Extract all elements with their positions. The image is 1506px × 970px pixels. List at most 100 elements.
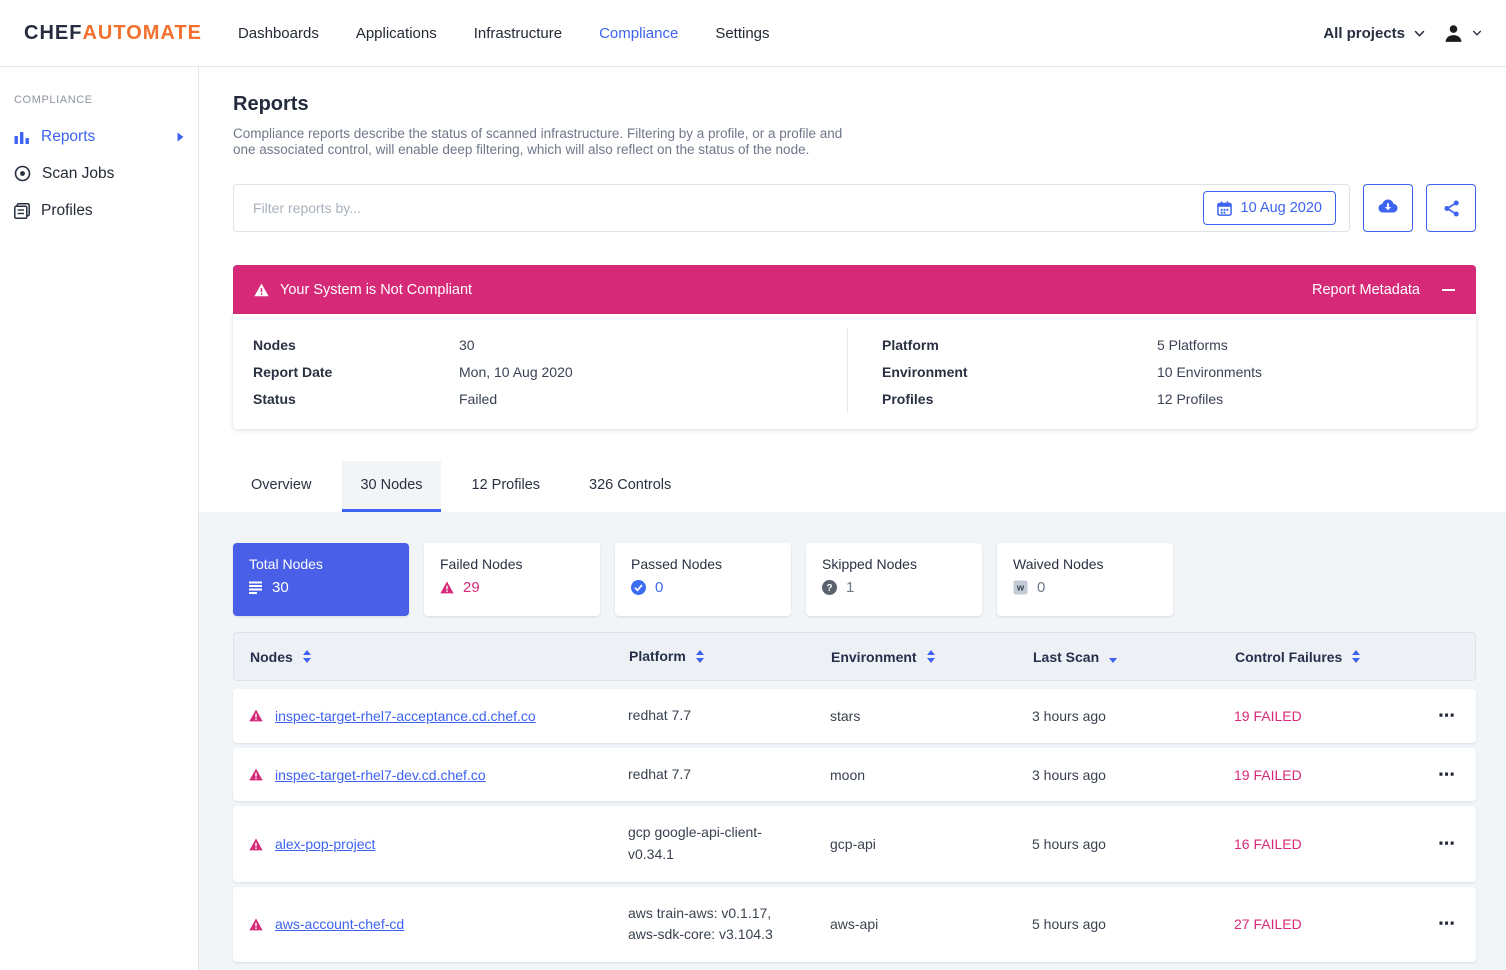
main-content: Reports Compliance reports describe the … xyxy=(199,67,1506,970)
sidebar-item-scan-jobs[interactable]: Scan Jobs xyxy=(0,155,198,192)
nav-infrastructure[interactable]: Infrastructure xyxy=(473,24,563,42)
report-tabs: Overview 30 Nodes 12 Profiles 326 Contro… xyxy=(233,461,1476,512)
environment-cell: gcp-api xyxy=(830,836,876,853)
top-navigation: CHEF AUTOMATE Dashboards Applications In… xyxy=(0,0,1506,67)
table-row: alex-pop-project gcp google-api-client-v… xyxy=(233,806,1476,882)
nodes-table: Nodes Platform Environment Last Scan Con… xyxy=(233,632,1476,963)
metadata-label: Profiles xyxy=(882,390,934,407)
download-report-button[interactable] xyxy=(1363,184,1413,232)
control-failures-cell: 19 FAILED xyxy=(1234,766,1302,783)
expand-arrow-icon[interactable] xyxy=(177,132,184,142)
metadata-row: Nodes 30 xyxy=(253,331,847,358)
control-failures-cell: 16 FAILED xyxy=(1234,836,1302,853)
row-menu-button[interactable]: ⋯ xyxy=(1438,705,1456,725)
card-label: Total Nodes xyxy=(249,556,323,572)
filter-reports-input[interactable] xyxy=(233,184,1350,232)
sort-icon[interactable] xyxy=(1352,650,1361,663)
chef-automate-logo[interactable]: CHEF AUTOMATE xyxy=(24,22,202,45)
warning-triangle-icon xyxy=(249,709,263,722)
column-header-environment: Environment xyxy=(831,648,917,665)
card-value: 0 xyxy=(1037,579,1046,596)
environment-cell: stars xyxy=(830,707,861,724)
metadata-label: Status xyxy=(253,390,296,407)
passed-nodes-card[interactable]: Passed Nodes 0 xyxy=(615,543,791,616)
table-row: inspec-target-rhel7-dev.cd.chef.co redha… xyxy=(233,747,1476,802)
report-metadata-label: Report Metadata xyxy=(1311,281,1420,298)
metadata-column-right: Platform 5 Platforms Environment 10 Envi… xyxy=(848,328,1476,412)
platform-cell: aws train-aws: v0.1.17, aws-sdk-core: v3… xyxy=(628,904,773,943)
card-label: Waived Nodes xyxy=(1013,556,1104,572)
calendar-icon xyxy=(1216,200,1232,216)
tab-profiles[interactable]: 12 Profiles xyxy=(471,477,541,493)
chevron-down-icon xyxy=(1414,30,1425,37)
node-link[interactable]: inspec-target-rhel7-acceptance.cd.chef.c… xyxy=(275,707,536,724)
control-failures-cell: 19 FAILED xyxy=(1234,707,1302,724)
main-nav: Dashboards Applications Infrastructure C… xyxy=(238,25,807,42)
date-picker-button[interactable]: 10 Aug 2020 xyxy=(1202,191,1336,225)
node-link[interactable]: alex-pop-project xyxy=(275,836,376,853)
report-metadata-panel: Nodes 30 Report Date Mon, 10 Aug 2020 St… xyxy=(233,314,1476,429)
sidebar-item-reports[interactable]: Reports xyxy=(0,118,198,155)
card-value: 29 xyxy=(463,579,480,596)
metadata-column-left: Nodes 30 Report Date Mon, 10 Aug 2020 St… xyxy=(233,328,848,412)
filter-row: 10 Aug 2020 xyxy=(233,184,1476,232)
nav-settings[interactable]: Settings xyxy=(715,24,770,42)
row-menu-button[interactable]: ⋯ xyxy=(1438,834,1456,854)
sort-icon[interactable] xyxy=(695,650,704,663)
sort-icon[interactable] xyxy=(302,650,311,663)
compliance-status-banner: Your System is Not Compliant Report Meta… xyxy=(233,265,1476,314)
warning-triangle-icon xyxy=(249,768,263,781)
card-value: 1 xyxy=(846,579,855,596)
metadata-row: Status Failed xyxy=(253,385,847,412)
tab-controls[interactable]: 326 Controls xyxy=(589,477,672,493)
column-header-platform: Platform xyxy=(629,647,686,664)
bar-chart-icon xyxy=(14,130,30,144)
skipped-nodes-card[interactable]: Skipped Nodes ? 1 xyxy=(806,543,982,616)
report-metadata-toggle[interactable]: Report Metadata xyxy=(1312,282,1455,298)
node-link[interactable]: aws-account-chef-cd xyxy=(275,916,405,933)
sidebar-item-label: Reports xyxy=(41,127,96,145)
share-report-button[interactable] xyxy=(1426,184,1476,232)
nav-dashboards[interactable]: Dashboards xyxy=(237,24,319,42)
metadata-value: 12 Profiles xyxy=(1157,390,1224,407)
date-picker-label: 10 Aug 2020 xyxy=(1240,200,1322,216)
banner-message: Your System is Not Compliant xyxy=(280,281,473,298)
radar-icon xyxy=(14,165,31,182)
metadata-row: Report Date Mon, 10 Aug 2020 xyxy=(253,358,847,385)
failed-nodes-card[interactable]: Failed Nodes 29 xyxy=(424,543,600,616)
total-nodes-card[interactable]: Total Nodes 30 xyxy=(233,543,409,616)
last-scan-cell: 5 hours ago xyxy=(1032,836,1106,853)
metadata-label: Report Date xyxy=(253,363,333,380)
tab-nodes[interactable]: 30 Nodes xyxy=(342,461,441,512)
metadata-label: Nodes xyxy=(253,336,296,353)
sidebar-item-label: Scan Jobs xyxy=(42,164,115,182)
warning-triangle-icon xyxy=(249,838,263,851)
logo-chef-text: CHEF xyxy=(24,21,83,44)
metadata-row: Platform 5 Platforms xyxy=(882,331,1476,358)
last-scan-cell: 3 hours ago xyxy=(1032,707,1106,724)
cloud-download-icon xyxy=(1376,198,1400,218)
collapse-icon xyxy=(1442,288,1455,291)
node-link[interactable]: inspec-target-rhel7-dev.cd.chef.co xyxy=(275,766,486,783)
row-menu-button[interactable]: ⋯ xyxy=(1438,764,1456,784)
sort-icon[interactable] xyxy=(926,650,935,663)
user-menu[interactable] xyxy=(1443,23,1482,44)
filter-input-container: 10 Aug 2020 xyxy=(233,184,1350,232)
warning-triangle-icon xyxy=(254,283,269,297)
nav-applications[interactable]: Applications xyxy=(355,24,437,42)
user-avatar-icon xyxy=(1443,23,1464,44)
sort-icon[interactable] xyxy=(1109,650,1118,663)
svg-text:?: ? xyxy=(826,583,832,594)
waived-nodes-card[interactable]: Waived Nodes w 0 xyxy=(997,543,1173,616)
table-header: Nodes Platform Environment Last Scan Con… xyxy=(233,632,1476,681)
platform-cell: gcp google-api-client-v0.34.1 xyxy=(628,824,762,863)
page-description: Compliance reports describe the status o… xyxy=(233,126,843,157)
question-circle-icon: ? xyxy=(822,580,837,595)
tab-overview[interactable]: Overview xyxy=(251,477,312,493)
nav-compliance[interactable]: Compliance xyxy=(599,24,679,42)
row-menu-button[interactable]: ⋯ xyxy=(1438,914,1456,934)
metadata-value: 5 Platforms xyxy=(1157,336,1228,353)
platform-cell: redhat 7.7 xyxy=(628,765,692,782)
projects-filter-dropdown[interactable]: All projects xyxy=(1323,25,1425,42)
sidebar-item-profiles[interactable]: Profiles xyxy=(0,192,198,229)
